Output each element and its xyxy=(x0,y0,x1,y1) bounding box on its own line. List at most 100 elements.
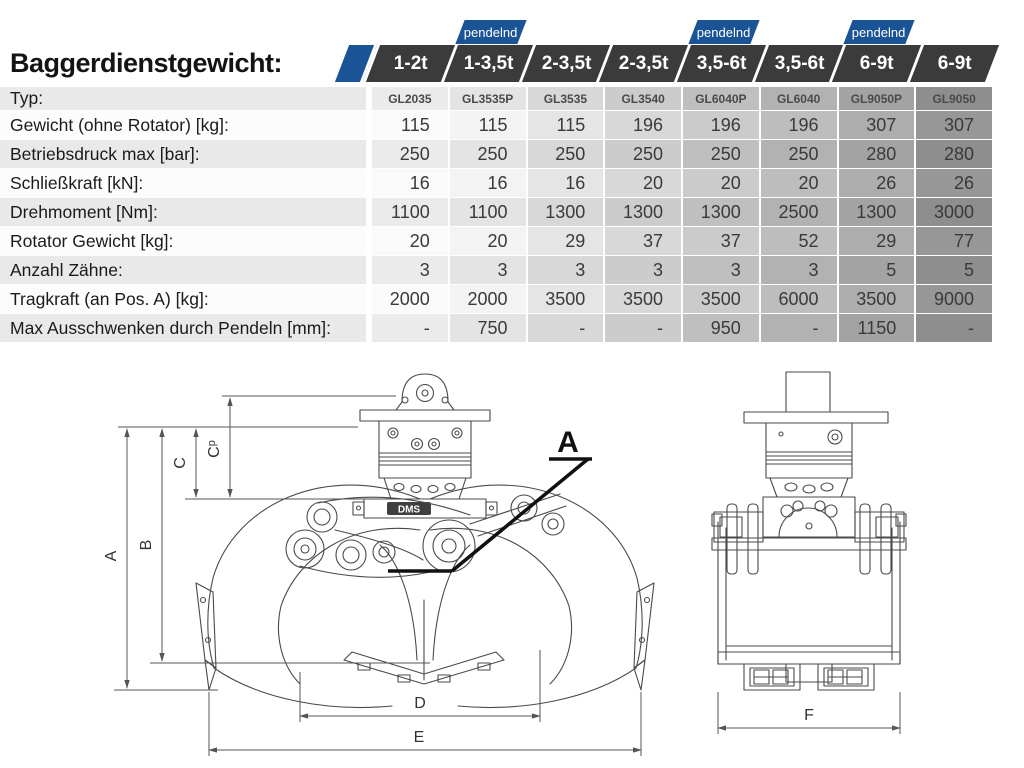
value-cell: 307 xyxy=(914,111,992,139)
value-cell: 1300 xyxy=(603,198,681,226)
value-cell: 37 xyxy=(603,227,681,255)
flange xyxy=(744,412,888,423)
value-cell: 280 xyxy=(836,140,915,168)
pendelnd-tab: pendelnd xyxy=(688,20,760,44)
neck-roller xyxy=(821,483,833,491)
brand-text: DMS xyxy=(398,505,421,516)
value-cell: 196 xyxy=(681,111,759,139)
type-cell: GL2035 xyxy=(370,87,448,110)
foot xyxy=(744,664,800,690)
frame-end-tab xyxy=(353,502,364,515)
table-row-max-ausschwenken: Max Ausschwenken durch Pendeln [mm]: - 7… xyxy=(0,313,992,342)
neck-roller xyxy=(803,485,815,493)
link-pin xyxy=(336,540,366,570)
shell-bottom-band xyxy=(718,652,900,664)
hinge-pin xyxy=(860,504,870,574)
yoke-center-pin xyxy=(806,523,812,529)
value-cell: 950 xyxy=(681,314,759,342)
table-row-betriebsdruck: Betriebsdruck max [bar]: 250 250 250 250… xyxy=(0,139,992,168)
row-label: Drehmoment [Nm]: xyxy=(0,198,366,226)
claw-inner-edge xyxy=(430,528,572,684)
value-cell: 250 xyxy=(758,140,837,168)
column-gap xyxy=(366,227,370,255)
shackle-bolt xyxy=(442,397,448,403)
weight-class-cell: 6-9t xyxy=(906,45,1000,82)
yoke-bolt xyxy=(815,501,825,511)
link-pin-inner xyxy=(379,547,389,557)
row-label: Betriebsdruck max [bar]: xyxy=(0,140,366,168)
value-cell: 1100 xyxy=(370,198,448,226)
link-bar xyxy=(335,530,423,560)
value-cell: 3 xyxy=(525,256,604,284)
position-a-callout: A xyxy=(388,426,592,571)
plate-foot xyxy=(478,663,490,670)
tooth-bolt xyxy=(645,598,650,603)
row-label: Max Ausschwenken durch Pendeln [mm]: xyxy=(0,314,366,342)
shackle-pin xyxy=(422,390,428,396)
hinge-pin xyxy=(881,504,891,574)
rotator-neck xyxy=(384,478,466,499)
value-cell: 29 xyxy=(525,227,604,255)
value-cell: 196 xyxy=(603,111,681,139)
value-cell: 37 xyxy=(681,227,759,255)
technical-drawings: DMS xyxy=(103,360,1024,768)
claw-bottom-edge xyxy=(214,668,392,707)
value-cell: 115 xyxy=(447,111,526,139)
pendelnd-tab-label: pendelnd xyxy=(697,24,751,40)
foot-inner xyxy=(824,668,868,686)
arm-box xyxy=(855,512,904,542)
row-label: Schließkraft [kN]: xyxy=(0,169,366,197)
page-title: Baggerdienstgewicht: xyxy=(10,48,283,78)
arm-box-inner xyxy=(876,517,898,537)
spec-table: Typ: GL2035 GL3535P GL3535 GL3540 GL6040… xyxy=(0,87,992,342)
table-row-anzahl-zaehne: Anzahl Zähne: 3 3 3 3 3 3 5 5 xyxy=(0,255,992,284)
row-label: Gewicht (ohne Rotator) [kg]: xyxy=(0,111,366,139)
rotator-bolt xyxy=(412,439,423,450)
dimension-label-f: F xyxy=(804,707,814,724)
stem xyxy=(786,372,830,412)
link-pin-core xyxy=(301,545,309,553)
row-label: Tragkraft (an Pos. A) [kg]: xyxy=(0,285,366,313)
frame-bolt xyxy=(490,506,494,510)
shell xyxy=(712,514,906,664)
position-a-leader xyxy=(452,459,588,571)
link-pin xyxy=(373,541,395,563)
arm-box-inner xyxy=(720,517,742,537)
rotator-bolt xyxy=(452,428,462,438)
value-cell: 3 xyxy=(370,256,448,284)
value-cell: 5 xyxy=(914,256,992,284)
dimension-label-e: E xyxy=(414,729,425,746)
frame-bolt xyxy=(357,506,361,510)
claw-outer-edge xyxy=(208,485,420,668)
rotator-seal-bands xyxy=(766,452,852,464)
rotator-bolt xyxy=(429,439,440,450)
yoke-body xyxy=(763,497,855,537)
rotator-bolt xyxy=(388,428,398,438)
value-cell: 2000 xyxy=(370,285,448,313)
value-cell: 1150 xyxy=(836,314,915,342)
type-cell: GL3535 xyxy=(525,87,604,110)
value-cell: 3000 xyxy=(914,198,992,226)
type-cell: GL3540 xyxy=(603,87,681,110)
hinge-pin xyxy=(727,504,737,574)
main-frame: DMS xyxy=(353,499,497,518)
rotator-neck xyxy=(770,478,848,497)
frame-end-tab xyxy=(486,502,497,515)
value-cell: 29 xyxy=(836,227,915,255)
weight-class-label: 2-3,5t xyxy=(618,52,669,74)
shackle xyxy=(396,374,454,410)
tooth-bolt xyxy=(206,638,211,643)
value-cell: 3500 xyxy=(836,285,915,313)
value-cell: 1300 xyxy=(525,198,604,226)
rotator-flange xyxy=(360,410,490,421)
pendelnd-tab: pendelnd xyxy=(455,20,527,44)
shell-corner-tab xyxy=(896,514,906,526)
claw-right xyxy=(430,485,654,707)
yoke-bolt xyxy=(825,505,837,517)
position-a-label: A xyxy=(557,426,579,459)
neck-roller xyxy=(394,484,404,491)
shackle-outline xyxy=(396,374,454,410)
tooth-tip xyxy=(205,660,216,690)
center-tab xyxy=(786,664,832,682)
pendelnd-tab-label: pendelnd xyxy=(464,24,518,40)
